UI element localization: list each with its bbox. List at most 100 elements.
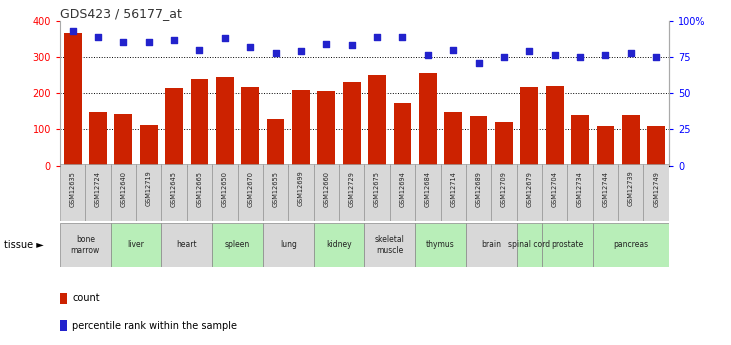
Bar [364,223,415,267]
Bar [390,164,415,221]
Bar [419,73,436,166]
Bar [288,164,314,221]
Bar [643,164,669,221]
Text: GSM12675: GSM12675 [374,171,380,207]
Text: GDS423 / 56177_at: GDS423 / 56177_at [60,7,182,20]
Text: GSM12650: GSM12650 [222,171,228,207]
Text: GSM12694: GSM12694 [399,171,406,207]
Bar [60,223,110,267]
Bar [136,164,162,221]
Bar [263,164,288,221]
Text: GSM12689: GSM12689 [476,171,482,207]
Point [295,48,307,54]
Bar [263,223,314,267]
Bar [191,79,208,166]
Point [575,54,586,60]
Bar [162,164,187,221]
Text: GSM12635: GSM12635 [69,171,75,207]
Bar [491,164,517,221]
Point [498,54,510,60]
Bar [241,87,259,166]
Point [422,53,433,58]
Point [651,54,662,60]
Bar [542,164,567,221]
Point [371,34,383,39]
Bar [571,115,589,166]
Bar [495,122,513,166]
Bar [314,164,339,221]
Bar [441,164,466,221]
Bar [542,223,593,267]
Bar [415,223,466,267]
Text: GSM12744: GSM12744 [602,171,608,207]
Bar [314,223,364,267]
Bar [618,164,643,221]
Point [599,53,611,58]
Point [270,50,281,55]
Point [397,34,409,39]
Bar [415,164,441,221]
Bar [267,119,284,166]
Bar [596,126,614,166]
Text: GSM12749: GSM12749 [654,171,659,207]
Text: GSM12724: GSM12724 [95,171,101,207]
Bar [187,164,212,221]
Text: GSM12699: GSM12699 [298,171,304,206]
Point [447,47,459,52]
Point [523,48,535,54]
Text: GSM12670: GSM12670 [247,171,253,207]
Bar [216,77,234,166]
Bar [466,223,517,267]
Bar [517,164,542,221]
Bar [546,86,564,166]
Bar [647,126,665,166]
Text: count: count [72,294,100,303]
Text: GSM12679: GSM12679 [526,171,532,207]
Text: GSM12660: GSM12660 [323,171,330,207]
Bar [317,91,336,166]
Bar [60,164,86,221]
Text: GSM12645: GSM12645 [171,171,177,207]
Point [346,42,357,48]
Bar [517,223,542,267]
Text: spinal cord: spinal cord [508,240,550,249]
Text: percentile rank within the sample: percentile rank within the sample [72,321,238,331]
Bar [212,223,263,267]
Point [67,28,78,33]
Text: GSM12709: GSM12709 [501,171,507,207]
Text: GSM12719: GSM12719 [145,171,152,206]
Text: liver: liver [128,240,145,249]
Text: skeletal
muscle: skeletal muscle [375,235,405,255]
Text: GSM12729: GSM12729 [349,171,355,207]
Bar [110,164,136,221]
Bar [64,33,82,166]
Bar [364,164,390,221]
Point [219,35,231,41]
Bar [368,75,386,166]
Text: spleen: spleen [225,240,250,249]
Point [194,47,205,52]
Text: tissue ►: tissue ► [4,240,43,250]
Bar [140,125,158,166]
Bar [86,164,110,221]
Bar [622,115,640,166]
Text: GSM12655: GSM12655 [273,171,279,207]
Text: prostate: prostate [551,240,583,249]
Text: GSM12739: GSM12739 [628,171,634,206]
Point [143,40,154,45]
Point [625,50,637,55]
Bar [165,88,183,166]
Bar [444,112,462,166]
Bar [567,164,593,221]
Bar [339,164,364,221]
Text: lung: lung [280,240,297,249]
Text: GSM12665: GSM12665 [197,171,202,207]
Text: brain: brain [481,240,501,249]
Text: kidney: kidney [326,240,352,249]
Bar [115,114,132,166]
Text: GSM12714: GSM12714 [450,171,456,207]
Bar [292,90,310,166]
Text: GSM12684: GSM12684 [425,171,431,207]
Bar [593,164,618,221]
Text: GSM12704: GSM12704 [552,171,558,207]
